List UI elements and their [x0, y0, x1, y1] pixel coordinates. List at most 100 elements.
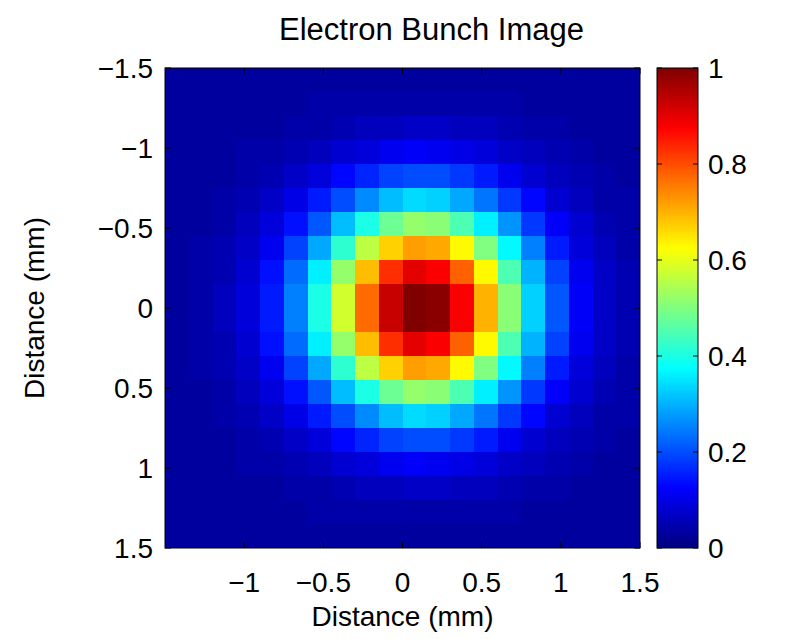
cell [165, 428, 189, 453]
cell [426, 524, 450, 548]
cell [521, 356, 545, 381]
cell [236, 332, 260, 357]
cell [165, 260, 189, 285]
cell [593, 140, 617, 165]
cell [474, 92, 498, 117]
cell [569, 212, 593, 237]
cell [189, 260, 213, 285]
cell [355, 260, 379, 285]
cell [545, 212, 569, 237]
cell [569, 524, 593, 548]
colorbar-tick [693, 356, 698, 357]
cell [165, 524, 189, 548]
cell [260, 116, 284, 141]
x-tick [560, 542, 561, 548]
cell [284, 332, 308, 357]
cell [593, 380, 617, 405]
cell [593, 476, 617, 501]
colorbar-tick [693, 260, 698, 261]
cell [616, 404, 640, 429]
cell [379, 404, 403, 429]
cell [426, 404, 450, 429]
cell [213, 524, 237, 548]
cell [331, 428, 355, 453]
cell [498, 308, 522, 333]
cell [426, 308, 450, 333]
cell [189, 404, 213, 429]
cell [236, 524, 260, 548]
cell [284, 116, 308, 141]
y-tick [165, 388, 171, 389]
cell [498, 212, 522, 237]
cell [521, 188, 545, 213]
cell [545, 188, 569, 213]
cell [284, 284, 308, 309]
cell [213, 308, 237, 333]
cell [284, 476, 308, 501]
cell [403, 188, 427, 213]
cell [284, 524, 308, 548]
cell [355, 212, 379, 237]
cell [498, 404, 522, 429]
cell [236, 428, 260, 453]
colorbar-tick-label: 0.8 [708, 149, 747, 180]
cell [403, 164, 427, 189]
cell [426, 476, 450, 501]
cell [474, 332, 498, 357]
cell [426, 68, 450, 93]
y-tick [165, 468, 171, 469]
cell [545, 260, 569, 285]
cell [521, 452, 545, 477]
cell [545, 476, 569, 501]
y-tick [634, 308, 640, 309]
cell [284, 452, 308, 477]
cell [284, 308, 308, 333]
y-tick [165, 148, 171, 149]
cell [355, 428, 379, 453]
cell [450, 380, 474, 405]
y-tick [634, 388, 640, 389]
cell [450, 524, 474, 548]
cell [260, 452, 284, 477]
cell [545, 308, 569, 333]
cell [284, 500, 308, 525]
cell [593, 188, 617, 213]
cell [403, 116, 427, 141]
cell [355, 116, 379, 141]
cell [165, 476, 189, 501]
cell [379, 260, 403, 285]
cell [498, 428, 522, 453]
cell [521, 332, 545, 357]
y-tick [634, 548, 640, 549]
y-tick-label: 0.5 [114, 373, 153, 404]
x-tick-label: 1.5 [621, 567, 660, 598]
colorbar-tick-label: 0.2 [708, 437, 747, 468]
cell [569, 500, 593, 525]
cell [474, 356, 498, 381]
cell [165, 308, 189, 333]
cell [521, 236, 545, 261]
cell [426, 284, 450, 309]
cell [308, 428, 332, 453]
colorbar-tick [657, 68, 662, 69]
cell [498, 284, 522, 309]
cell [498, 524, 522, 548]
cell [569, 308, 593, 333]
cell [284, 140, 308, 165]
cell [308, 284, 332, 309]
cell [189, 116, 213, 141]
cell [616, 260, 640, 285]
cell [569, 92, 593, 117]
cell [403, 452, 427, 477]
cell [165, 380, 189, 405]
cell [284, 164, 308, 189]
cell [236, 308, 260, 333]
cell [189, 284, 213, 309]
cell [450, 260, 474, 285]
cell [474, 524, 498, 548]
cell [189, 428, 213, 453]
y-tick-label: −0.5 [98, 213, 153, 244]
cell [616, 380, 640, 405]
cell [403, 68, 427, 93]
cell [308, 164, 332, 189]
